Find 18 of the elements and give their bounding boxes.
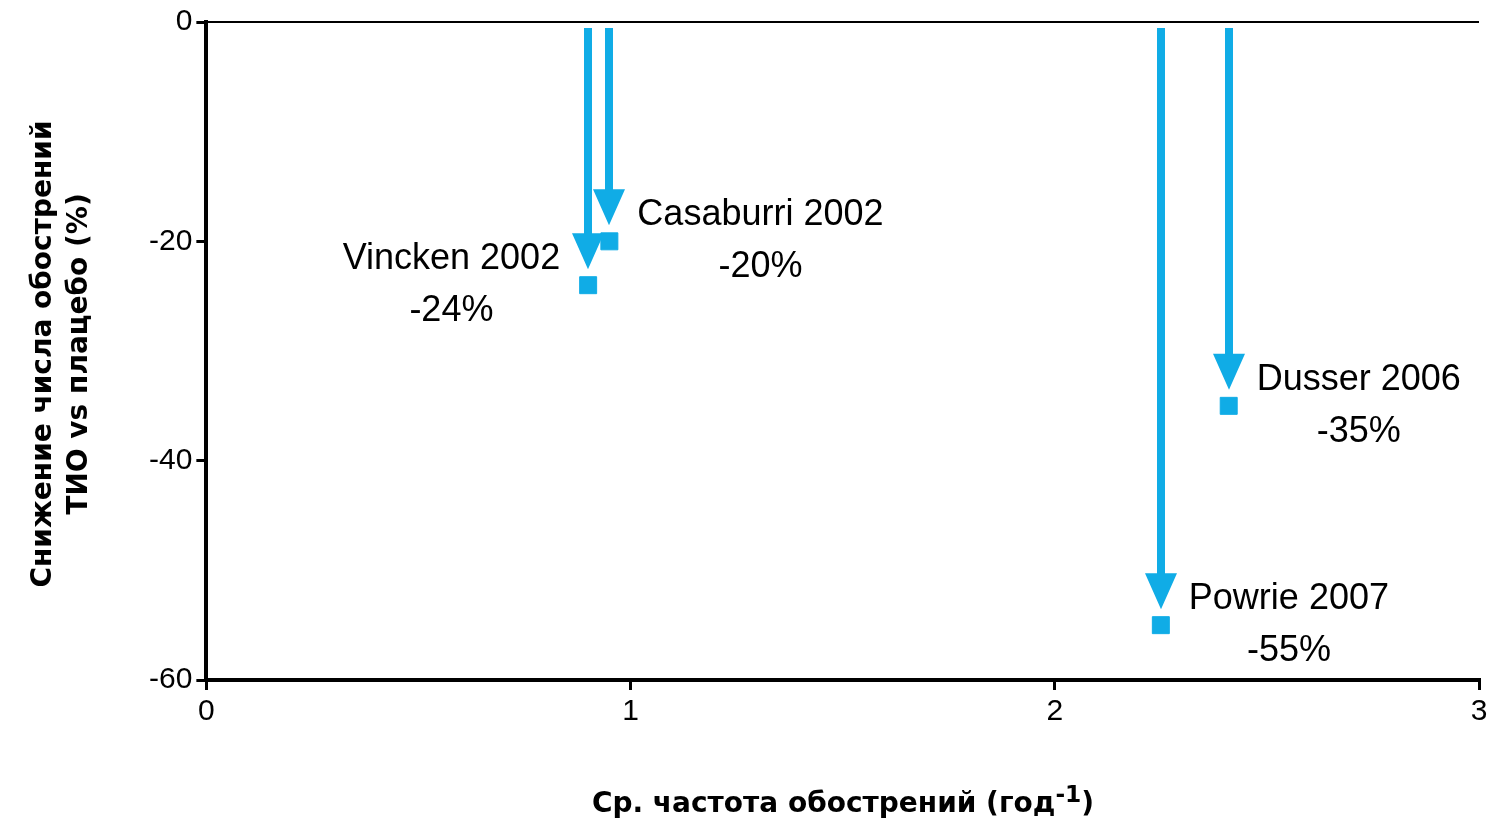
y-tick-label: -60 [149,661,193,695]
y-tick-label: -20 [149,222,193,256]
point [579,276,598,295]
x-tick-label: 1 [622,693,639,727]
point [1219,396,1238,415]
x-tick-label: 2 [1046,693,1064,727]
y-tick-label: -40 [149,441,193,475]
point [600,232,619,251]
annotation: Vincken 2002 -24% [342,236,561,330]
y-axis-title: Снижение числа обострений ТИО vs плацебо (%) [23,119,95,590]
y-tick-label: 0 [175,3,193,37]
annotation: Casaburri 2002 -20% [637,192,884,286]
annotation: Dusser 2006 -35% [1256,356,1461,450]
x-tick-label: 3 [1470,693,1488,727]
point [1151,616,1170,635]
annotation: Powrie 2007 -55% [1188,576,1389,670]
x-axis-title: Ср. частота обострений (год$^{-1}$) [590,780,1096,820]
x-tick-label: 0 [198,693,215,727]
